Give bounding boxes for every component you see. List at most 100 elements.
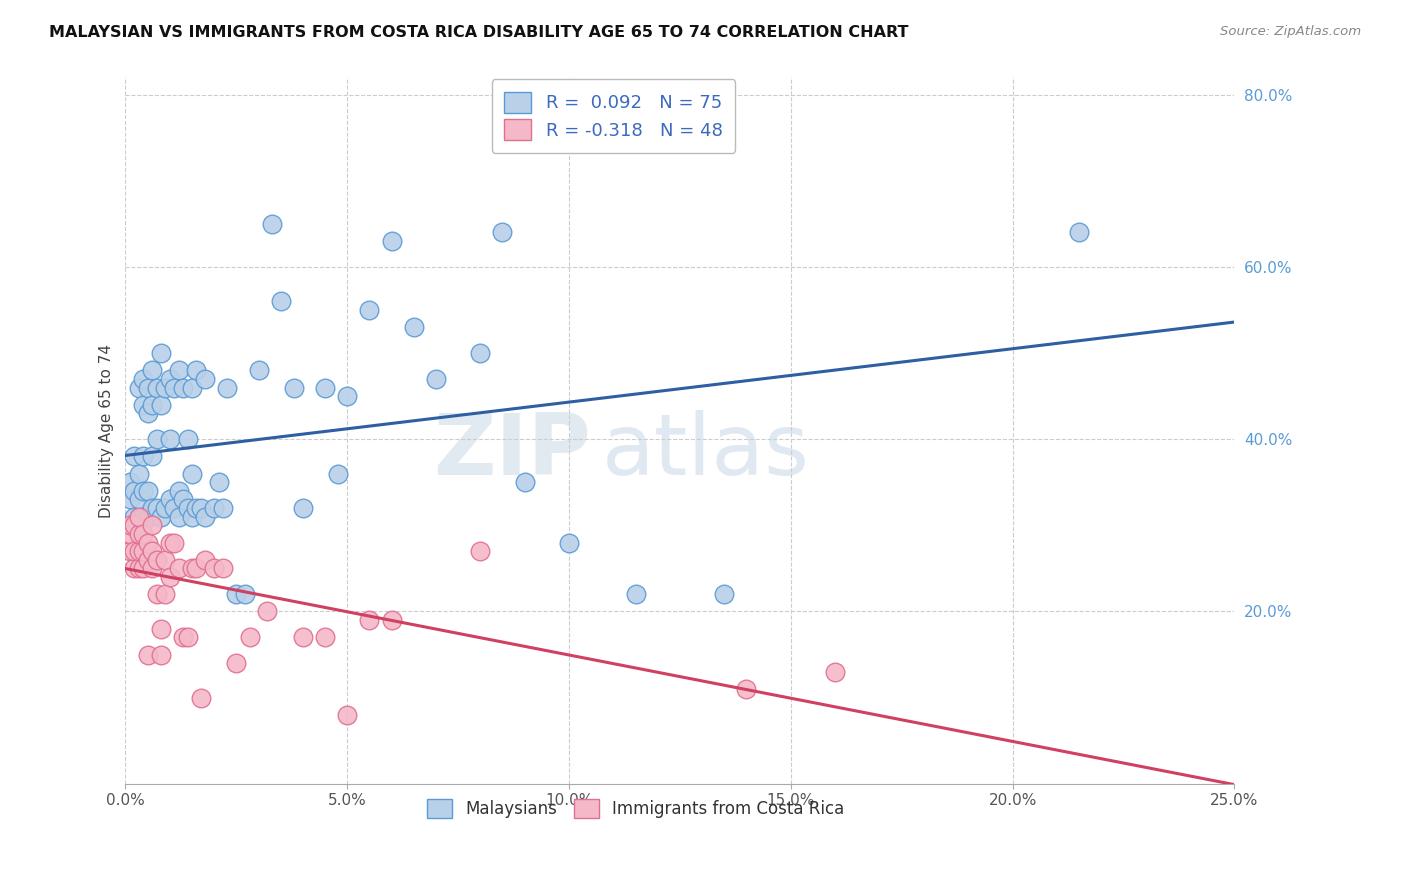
Point	[128, 509, 150, 524]
Point	[202, 561, 225, 575]
Point	[247, 363, 270, 377]
Point	[136, 648, 159, 662]
Point	[824, 665, 846, 679]
Point	[181, 509, 204, 524]
Point	[124, 483, 146, 498]
Point	[141, 561, 163, 575]
Point	[141, 363, 163, 377]
Text: ZIP: ZIP	[433, 410, 591, 493]
Point	[128, 544, 150, 558]
Point	[190, 690, 212, 705]
Point	[136, 406, 159, 420]
Point	[145, 501, 167, 516]
Point	[207, 475, 229, 490]
Point	[283, 380, 305, 394]
Point	[159, 492, 181, 507]
Point	[314, 630, 336, 644]
Point	[239, 630, 262, 644]
Point	[172, 630, 194, 644]
Point	[735, 681, 758, 696]
Point	[132, 527, 155, 541]
Point	[145, 553, 167, 567]
Point	[141, 501, 163, 516]
Point	[124, 561, 146, 575]
Point	[176, 630, 198, 644]
Text: atlas: atlas	[602, 410, 810, 493]
Point	[159, 570, 181, 584]
Point	[136, 535, 159, 549]
Point	[159, 432, 181, 446]
Point	[132, 509, 155, 524]
Point	[163, 501, 186, 516]
Point	[145, 380, 167, 394]
Point	[181, 561, 204, 575]
Point	[124, 518, 146, 533]
Point	[186, 363, 208, 377]
Point	[155, 380, 177, 394]
Point	[359, 303, 381, 318]
Point	[155, 587, 177, 601]
Point	[202, 501, 225, 516]
Point	[128, 509, 150, 524]
Point	[159, 535, 181, 549]
Point	[172, 380, 194, 394]
Point	[163, 380, 186, 394]
Point	[163, 535, 186, 549]
Point	[132, 372, 155, 386]
Point	[118, 492, 141, 507]
Point	[212, 561, 235, 575]
Point	[314, 380, 336, 394]
Point	[124, 509, 146, 524]
Point	[167, 561, 190, 575]
Point	[149, 346, 172, 360]
Point	[132, 544, 155, 558]
Point	[118, 544, 141, 558]
Point	[128, 492, 150, 507]
Point	[381, 613, 404, 627]
Point	[176, 432, 198, 446]
Point	[145, 432, 167, 446]
Point	[402, 320, 425, 334]
Point	[128, 527, 150, 541]
Point	[124, 544, 146, 558]
Point	[713, 587, 735, 601]
Point	[167, 483, 190, 498]
Point	[470, 544, 492, 558]
Point	[118, 475, 141, 490]
Point	[190, 501, 212, 516]
Point	[141, 398, 163, 412]
Point	[167, 509, 190, 524]
Legend: Malaysians, Immigrants from Costa Rica: Malaysians, Immigrants from Costa Rica	[420, 792, 851, 825]
Point	[217, 380, 239, 394]
Point	[336, 389, 359, 403]
Point	[118, 518, 141, 533]
Point	[359, 613, 381, 627]
Y-axis label: Disability Age 65 to 74: Disability Age 65 to 74	[100, 343, 114, 517]
Point	[212, 501, 235, 516]
Point	[118, 527, 141, 541]
Point	[624, 587, 647, 601]
Point	[291, 630, 314, 644]
Point	[136, 483, 159, 498]
Text: MALAYSIAN VS IMMIGRANTS FROM COSTA RICA DISABILITY AGE 65 TO 74 CORRELATION CHAR: MALAYSIAN VS IMMIGRANTS FROM COSTA RICA …	[49, 25, 908, 40]
Point	[270, 294, 292, 309]
Point	[128, 380, 150, 394]
Point	[141, 518, 163, 533]
Point	[291, 501, 314, 516]
Point	[136, 553, 159, 567]
Point	[186, 501, 208, 516]
Point	[167, 363, 190, 377]
Point	[186, 561, 208, 575]
Point	[381, 234, 404, 248]
Point	[124, 450, 146, 464]
Point	[128, 561, 150, 575]
Point	[194, 553, 217, 567]
Point	[194, 509, 217, 524]
Point	[260, 217, 283, 231]
Point	[172, 492, 194, 507]
Point	[491, 226, 513, 240]
Point	[145, 587, 167, 601]
Point	[136, 380, 159, 394]
Point	[128, 467, 150, 481]
Text: Source: ZipAtlas.com: Source: ZipAtlas.com	[1220, 25, 1361, 38]
